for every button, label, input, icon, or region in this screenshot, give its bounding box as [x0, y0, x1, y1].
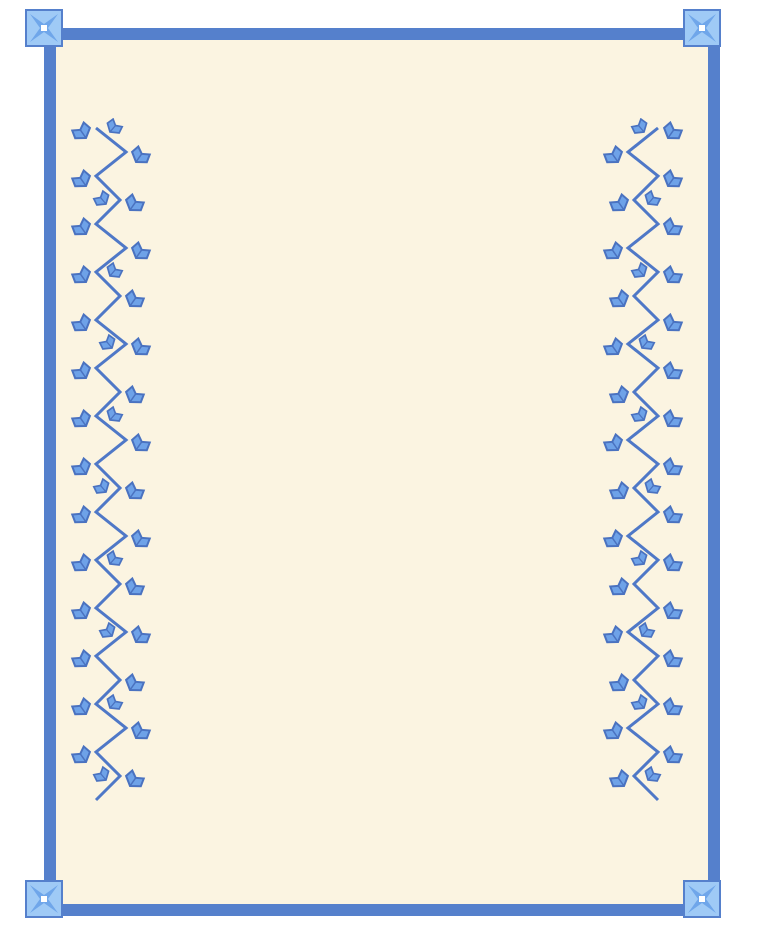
corner-ornament-top-right-icon — [683, 9, 721, 47]
corner-ornament-bottom-right-icon — [683, 880, 721, 918]
ivy-vine-right-icon — [596, 118, 686, 818]
ivy-vine-left-icon — [68, 118, 158, 818]
corner-ornament-top-left-icon — [25, 9, 63, 47]
corner-ornament-bottom-left-icon — [25, 880, 63, 918]
parchment-panel — [44, 28, 720, 916]
